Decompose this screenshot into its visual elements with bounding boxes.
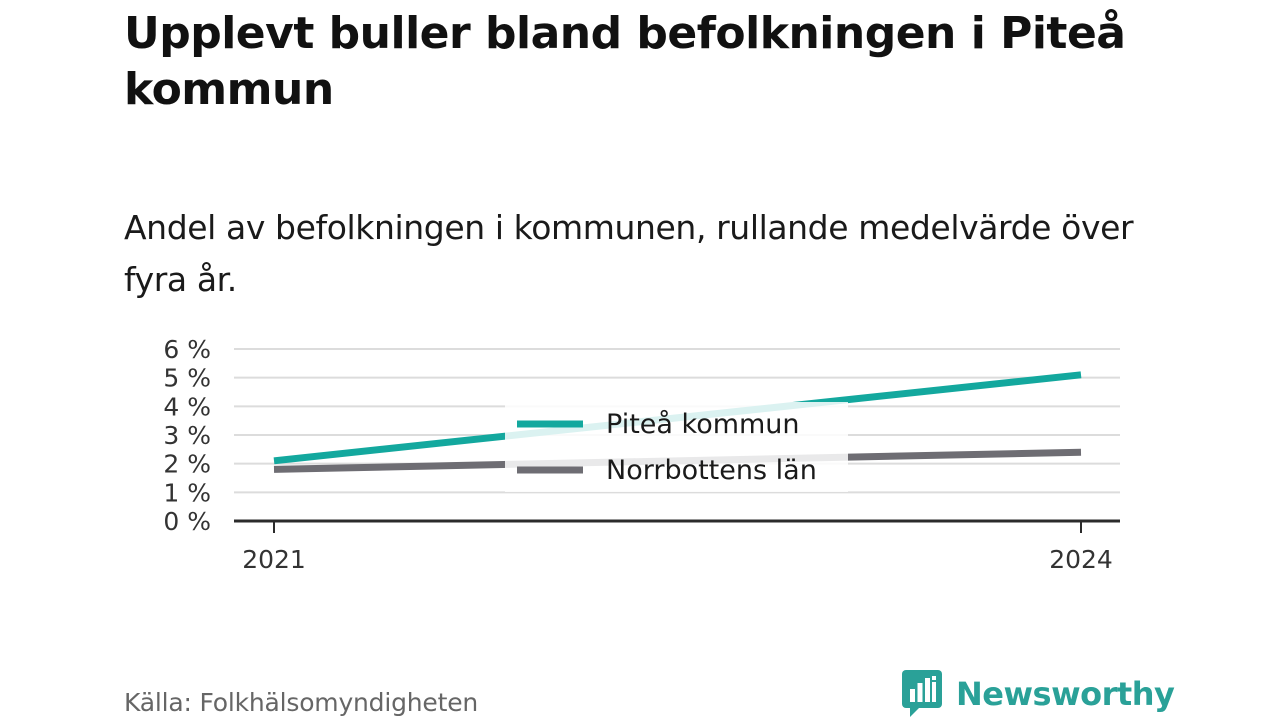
y-tick-label: 4 % xyxy=(163,392,211,421)
brand-name: Newsworthy xyxy=(956,675,1175,713)
y-tick-label: 2 % xyxy=(163,450,211,479)
y-tick-label: 0 % xyxy=(163,507,211,536)
chart-subtitle: Andel av befolkningen i kommunen, rullan… xyxy=(124,208,1134,299)
chart-title: Upplevt buller bland befolkningen i Pite… xyxy=(124,8,1126,115)
x-tick-label: 2021 xyxy=(242,545,306,574)
y-tick-label: 3 % xyxy=(163,421,211,450)
bar-chart-speech-bubble-icon xyxy=(902,670,942,717)
source-note: Källa: Folkhälsomyndigheten xyxy=(124,688,479,717)
y-tick-label: 5 % xyxy=(163,364,211,393)
x-tick-label: 2024 xyxy=(1049,545,1113,574)
legend-box xyxy=(505,402,848,492)
y-tick-label: 1 % xyxy=(163,478,211,507)
legend-label: Piteå kommun xyxy=(606,409,800,440)
y-tick-label: 6 % xyxy=(163,335,211,364)
brand-logo: Newsworthy xyxy=(902,670,1175,718)
legend-label: Norrbottens län xyxy=(606,455,817,486)
